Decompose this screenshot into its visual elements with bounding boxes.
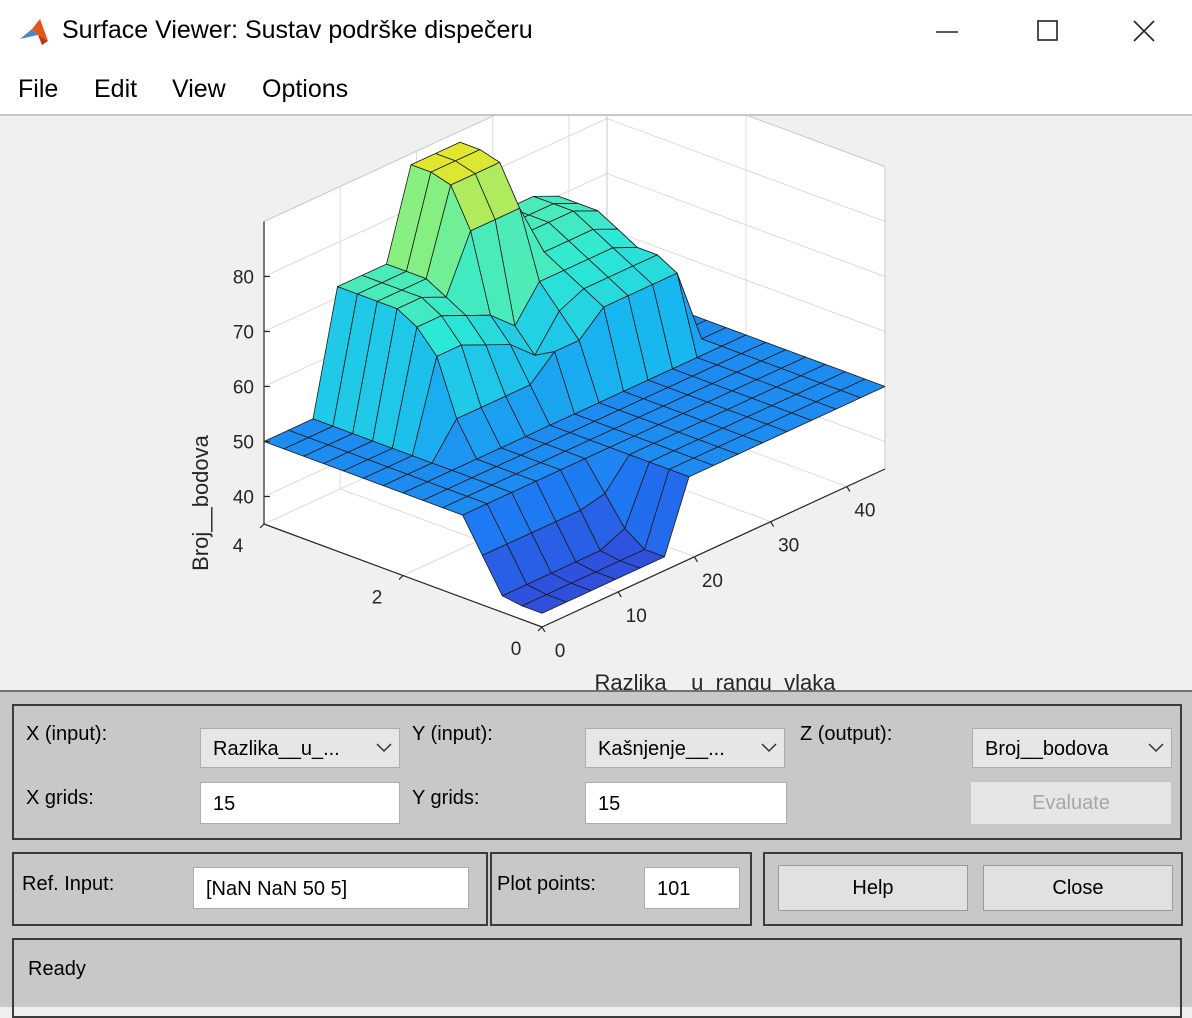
surface-mesh — [263, 141, 886, 614]
x-input-label: X (input): — [26, 723, 108, 745]
axis-ticks: 0 10 20 30 40 0 2 4 40 50 60 70 80 — [233, 221, 886, 662]
x-tick-label: 0 — [555, 641, 566, 662]
menu-bar: File Edit View Options — [0, 62, 1192, 114]
minimize-button[interactable] — [900, 0, 996, 62]
chevron-down-icon — [369, 729, 399, 767]
plot-points-input[interactable]: 101 — [644, 867, 740, 909]
chevron-down-icon — [754, 729, 784, 767]
x-grids-label: X grids: — [26, 787, 94, 809]
z-output-value: Broj__bodova — [985, 738, 1109, 760]
menu-divider — [0, 114, 1192, 116]
x-axis-line — [541, 468, 886, 628]
z-tick-label: 50 — [233, 433, 254, 454]
x-grids-input[interactable]: 15 — [200, 782, 400, 824]
buttons-frame — [763, 852, 1183, 926]
z-tick-label: 70 — [233, 323, 254, 344]
menu-options[interactable]: Options — [262, 75, 349, 103]
y-input-value: Kašnjenje__... — [598, 738, 725, 760]
x-tick — [541, 626, 546, 633]
plot-points-label: Plot points: — [497, 873, 596, 895]
y-tick-label: 2 — [372, 588, 383, 609]
x-tick — [846, 486, 851, 492]
maximize-button[interactable] — [1000, 0, 1096, 62]
y-tick — [537, 626, 543, 632]
z-tick-label: 40 — [233, 488, 254, 509]
evaluate-button[interactable]: Evaluate — [970, 781, 1172, 825]
plot-points-frame — [490, 852, 752, 926]
z-axis-label: Broj__bodova — [188, 434, 213, 571]
x-input-value: Razlika__u_... — [213, 738, 340, 760]
x-tick — [770, 521, 775, 527]
status-text: Ready — [28, 958, 86, 980]
y-tick-label: 4 — [233, 536, 244, 557]
y-input-label: Y (input): — [412, 723, 493, 745]
close-button[interactable]: Close — [983, 865, 1173, 911]
minimize-icon — [936, 31, 958, 33]
ref-input-label: Ref. Input: — [22, 873, 115, 895]
ref-input-frame — [12, 852, 488, 926]
x-tick-label: 10 — [626, 606, 647, 627]
z-tick-label: 80 — [233, 268, 254, 289]
y-grids-label: Y grids: — [412, 787, 480, 809]
window-title: Surface Viewer: Sustav podrške dispečeru — [62, 16, 533, 44]
x-tick — [617, 591, 622, 598]
chevron-down-icon — [1141, 729, 1171, 767]
title-bar: Surface Viewer: Sustav podrške dispečeru — [0, 0, 1192, 62]
close-window-button[interactable] — [1096, 0, 1192, 62]
x-tick-label: 30 — [778, 536, 799, 557]
menu-file[interactable]: File — [18, 75, 59, 103]
surface-face — [521, 594, 567, 614]
y-tick — [398, 575, 404, 580]
y-tick — [259, 523, 265, 529]
box-edge — [263, 116, 495, 222]
y-input-select[interactable]: Kašnjenje__... — [585, 728, 785, 768]
plot-area: 0 10 20 30 40 0 2 4 40 50 60 70 80 Razlika__u_rangu_… — [0, 116, 1192, 690]
x-input-select[interactable]: Razlika__u_... — [200, 728, 400, 768]
control-panel: X (input): Razlika__u_... Y (input): Kaš… — [0, 690, 1192, 1018]
close-icon — [1133, 20, 1155, 42]
x-tick-label: 40 — [854, 501, 875, 522]
z-tick-label: 60 — [233, 378, 254, 399]
maximize-icon — [1037, 20, 1058, 41]
box-edge — [747, 116, 886, 167]
x-axis-label: Razlika__u_rangu_vlaka — [595, 670, 837, 690]
x-tick-label: 20 — [702, 571, 723, 592]
z-output-select[interactable]: Broj__bodova — [972, 728, 1172, 768]
matlab-icon — [18, 17, 50, 47]
axes-settings-frame — [12, 704, 1182, 840]
y-grids-input[interactable]: 15 — [585, 782, 787, 824]
z-output-label: Z (output): — [800, 723, 893, 745]
ref-input-field[interactable]: [NaN NaN 50 5] — [193, 867, 469, 909]
status-frame — [12, 938, 1182, 1018]
menu-edit[interactable]: Edit — [94, 75, 138, 103]
surface-plot[interactable]: 0 10 20 30 40 0 2 4 40 50 60 70 80 Razlika__u_rangu_… — [0, 116, 1192, 690]
menu-view[interactable]: View — [172, 75, 226, 103]
help-button[interactable]: Help — [778, 865, 968, 911]
x-tick — [693, 556, 698, 563]
y-tick-label: 0 — [511, 639, 522, 660]
